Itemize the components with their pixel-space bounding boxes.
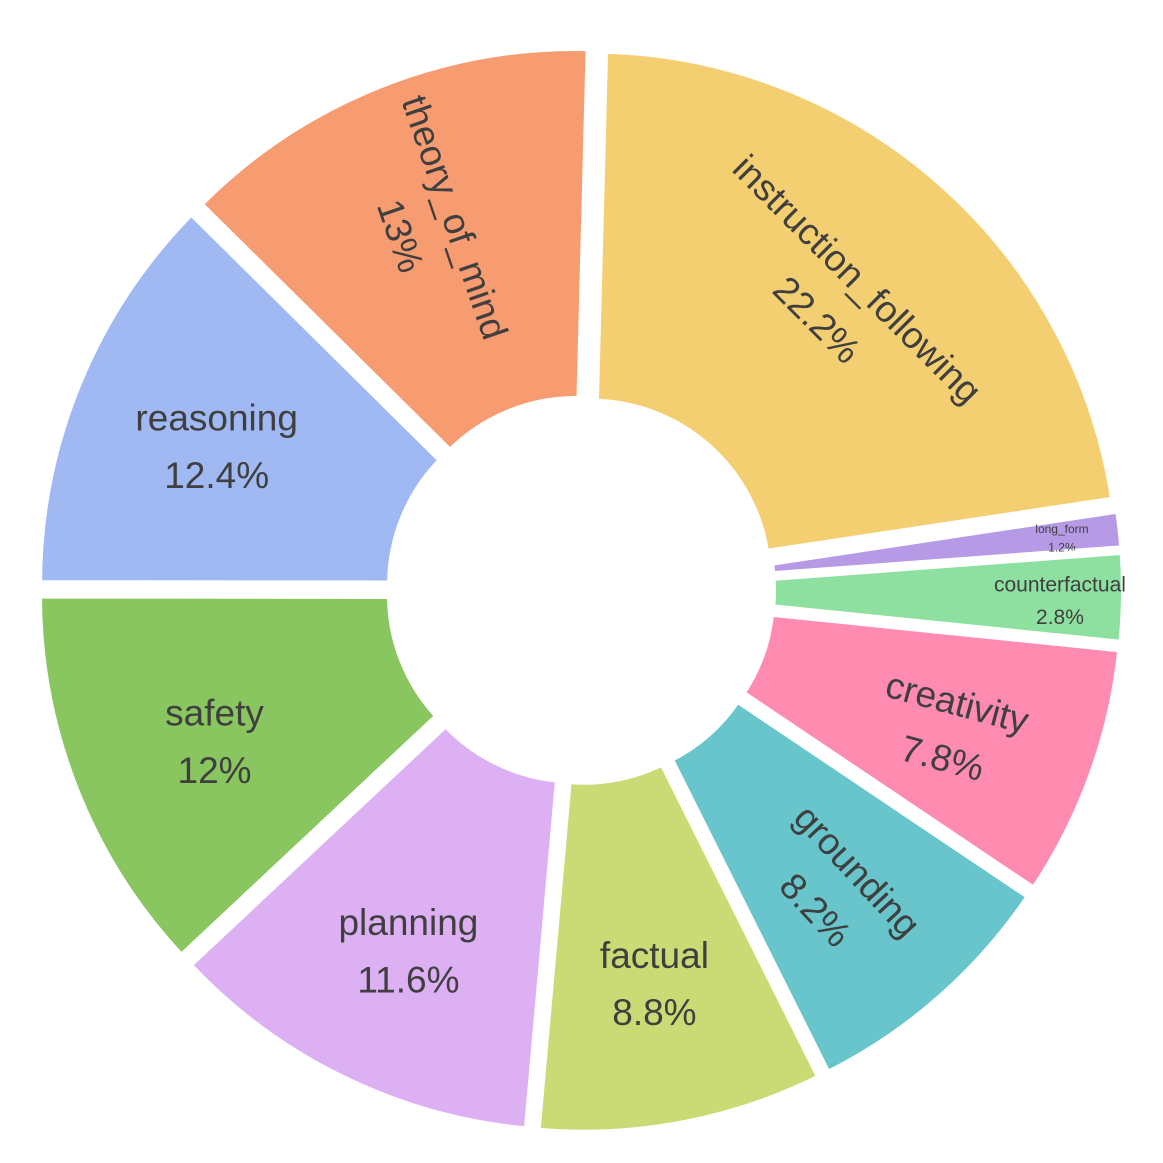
- slice-grounding: [664, 693, 1036, 1080]
- slice-percent-label: 2.8%: [1036, 606, 1084, 629]
- slice-planning: [182, 717, 564, 1135]
- slice-label: planning: [338, 902, 478, 943]
- slice-percent-label: 8.8%: [612, 992, 696, 1033]
- slice-label-group-reasoning: reasoning 12.4%: [135, 398, 298, 496]
- slice-label: reasoning: [135, 398, 298, 439]
- slice-label-group-safety: safety 12%: [165, 692, 264, 790]
- slice-reasoning: [34, 206, 448, 589]
- slice-label-group-planning: planning 11.6%: [338, 902, 478, 1000]
- slice-percent-label: 11.6%: [357, 959, 459, 1000]
- slice-label: factual: [600, 935, 709, 976]
- slice-theory-of-mind: [193, 43, 594, 459]
- slice-counterfactual: [766, 546, 1129, 649]
- slice-creativity: [735, 608, 1126, 896]
- slice-safety: [33, 590, 445, 964]
- slice-percent-label: 12%: [177, 750, 251, 791]
- slice-instruction-following: [590, 45, 1119, 558]
- slice-label: safety: [165, 692, 264, 733]
- slice-percent-label: 12.4%: [164, 455, 269, 496]
- slice-label: long_form: [1035, 522, 1088, 536]
- slice-label-group-factual: factual 8.8%: [600, 935, 709, 1033]
- slice-factual: [532, 756, 827, 1138]
- slice-label-group-counterfactual: counterfactual 2.8%: [994, 573, 1126, 629]
- slice-label: counterfactual: [994, 573, 1126, 596]
